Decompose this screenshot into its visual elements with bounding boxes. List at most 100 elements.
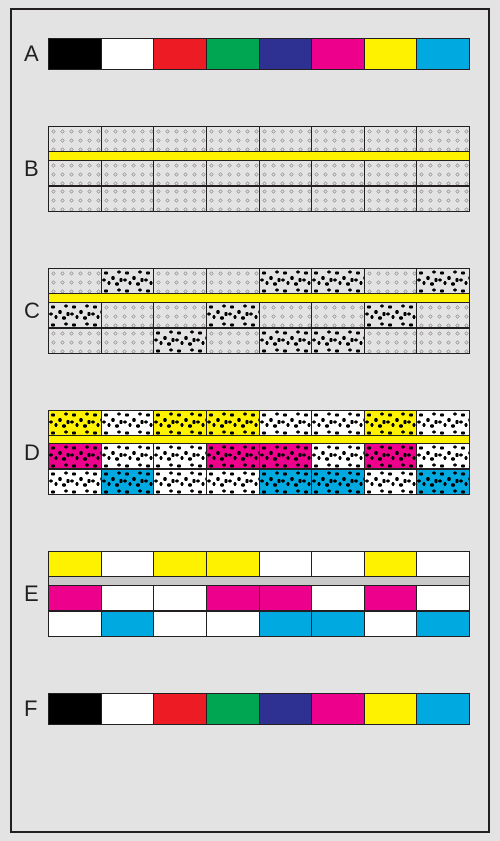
- grid-cell: [364, 410, 417, 436]
- grid-row: [48, 469, 470, 495]
- grid-cell: [416, 410, 470, 436]
- grid-cell: [48, 186, 101, 212]
- grid-cell: [48, 410, 101, 436]
- grid-cell: [101, 328, 154, 354]
- grid-row: [48, 328, 470, 354]
- panel-f: F: [12, 693, 488, 725]
- color-row: [48, 38, 470, 70]
- grid-cell: [206, 302, 259, 328]
- grid-cell: [416, 585, 470, 611]
- panel-label: B: [24, 156, 48, 182]
- grid-cell: [101, 410, 154, 436]
- grid-cell: [311, 611, 364, 637]
- grid-cell: [416, 302, 470, 328]
- grid-cell: [364, 160, 417, 186]
- panel-label: D: [24, 440, 48, 466]
- grid-row: [48, 551, 470, 577]
- grid-cell: [364, 469, 417, 495]
- grid-cell: [206, 328, 259, 354]
- color-cell: [207, 39, 260, 69]
- grid-cell: [153, 551, 206, 577]
- grid-cell: [206, 469, 259, 495]
- grid-cell: [48, 126, 101, 152]
- grid-cell: [364, 551, 417, 577]
- divider-strip: [48, 294, 470, 302]
- grid-cell: [259, 410, 312, 436]
- grid-cell: [48, 443, 101, 469]
- divider-strip: [48, 577, 470, 585]
- color-cell: [312, 39, 365, 69]
- grid-row: [48, 585, 470, 611]
- grid-cell: [48, 302, 101, 328]
- grid-row: [48, 186, 470, 212]
- grid-cell: [259, 469, 312, 495]
- grid-cell: [311, 551, 364, 577]
- panel-label: C: [24, 298, 48, 324]
- panel-e: E: [12, 551, 488, 637]
- grid-cell: [416, 186, 470, 212]
- panel-a-content: [48, 38, 470, 70]
- grid-cell: [48, 328, 101, 354]
- color-cell: [365, 694, 418, 724]
- grid-cell: [416, 611, 470, 637]
- grid-cell: [48, 585, 101, 611]
- grid-cell: [259, 268, 312, 294]
- grid-cell: [101, 186, 154, 212]
- grid-cell: [259, 126, 312, 152]
- grid-cell: [364, 611, 417, 637]
- grid-cell: [259, 611, 312, 637]
- grid-cell: [364, 328, 417, 354]
- color-cell: [260, 39, 313, 69]
- grid-cell: [416, 328, 470, 354]
- grid-cell: [259, 443, 312, 469]
- grid-cell: [153, 611, 206, 637]
- grid-cell: [101, 126, 154, 152]
- grid-cell: [364, 268, 417, 294]
- grid-cell: [48, 551, 101, 577]
- grid-cell: [364, 443, 417, 469]
- grid-row: [48, 126, 470, 152]
- grid-row: [48, 611, 470, 637]
- grid-cell: [101, 469, 154, 495]
- grid-cell: [416, 160, 470, 186]
- grid-cell: [259, 186, 312, 212]
- grid-row: [48, 443, 470, 469]
- grid-cell: [416, 268, 470, 294]
- color-cell: [312, 694, 365, 724]
- grid-cell: [311, 469, 364, 495]
- grid-cell: [153, 302, 206, 328]
- grid-cell: [153, 126, 206, 152]
- panel-a: A: [12, 38, 488, 70]
- color-cell: [260, 694, 313, 724]
- grid-cell: [206, 611, 259, 637]
- grid-cell: [206, 186, 259, 212]
- grid-cell: [206, 410, 259, 436]
- grid-cell: [206, 160, 259, 186]
- grid-cell: [416, 443, 470, 469]
- panel-e-content: [48, 551, 470, 637]
- grid-cell: [364, 126, 417, 152]
- grid-row: [48, 160, 470, 186]
- grid-cell: [48, 268, 101, 294]
- grid-cell: [311, 302, 364, 328]
- grid-row: [48, 302, 470, 328]
- figure-frame: A B C D E F: [10, 8, 490, 833]
- grid-row: [48, 268, 470, 294]
- grid-cell: [101, 443, 154, 469]
- color-cell: [207, 694, 260, 724]
- grid-cell: [311, 186, 364, 212]
- color-row: [48, 693, 470, 725]
- grid-cell: [311, 268, 364, 294]
- grid-cell: [311, 410, 364, 436]
- grid-cell: [206, 443, 259, 469]
- color-cell: [417, 694, 469, 724]
- panel-c-content: [48, 268, 470, 354]
- grid-cell: [259, 160, 312, 186]
- grid-cell: [101, 160, 154, 186]
- color-cell: [102, 39, 155, 69]
- grid-cell: [311, 443, 364, 469]
- color-cell: [154, 39, 207, 69]
- panel-label: E: [24, 581, 48, 607]
- grid-cell: [101, 302, 154, 328]
- grid-cell: [311, 126, 364, 152]
